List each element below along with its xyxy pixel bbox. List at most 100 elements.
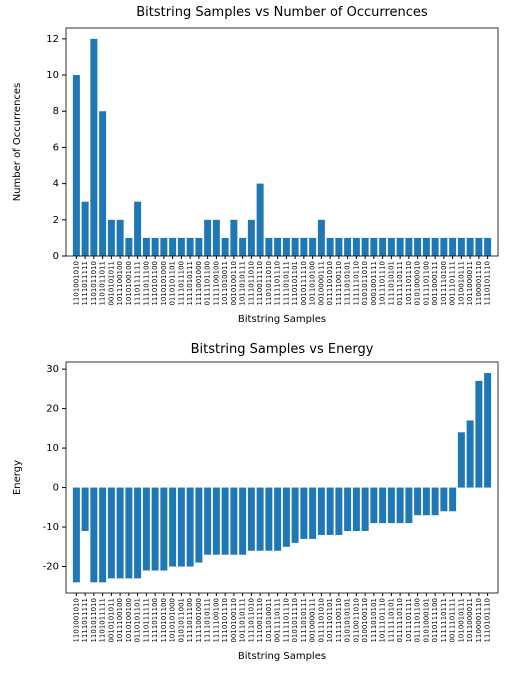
x-tick-label: 0110111100 [431, 598, 439, 643]
bar [422, 487, 430, 516]
bar [309, 487, 317, 539]
x-tick-label: 0010100110 [230, 261, 238, 306]
bar [344, 237, 352, 256]
x-tick-label: 1011010011 [265, 598, 273, 643]
bar [431, 487, 439, 516]
bar [282, 237, 290, 256]
x-tick-label: 1111010101 [370, 598, 378, 643]
x-tick-label: 1011110100 [440, 261, 448, 306]
bar [186, 237, 194, 256]
x-tick-label: 1111100110 [335, 598, 343, 643]
x-axis-label: Bitstring Samples [238, 651, 326, 662]
x-tick-label: 0101000010 [414, 261, 422, 306]
x-tick-label: 1111010101 [344, 261, 352, 306]
bar [142, 487, 150, 571]
x-tick-label: 1111011010 [247, 261, 255, 306]
bar [256, 487, 264, 551]
x-tick-label: 1111101110 [282, 598, 290, 643]
bar [440, 487, 448, 512]
bar [326, 487, 334, 535]
x-tick-label: 1111101110 [274, 261, 282, 306]
x-tick-label: 1110101110 [484, 261, 492, 306]
bar [344, 487, 352, 532]
bar [291, 237, 299, 256]
y-tick-label: 6 [53, 142, 59, 153]
bar [212, 219, 220, 256]
bar [160, 237, 168, 256]
x-tick-label: 1100001110 [475, 261, 483, 306]
bar [317, 219, 325, 256]
x-tick-label: 1011100100 [116, 261, 124, 306]
x-tick-label: 1011010100 [309, 261, 317, 306]
y-tick-label: 30 [46, 364, 59, 375]
bar [475, 237, 483, 256]
x-axis-label: Bitstring Samples [238, 314, 326, 325]
bar [169, 487, 177, 567]
bar [405, 237, 413, 256]
x-tick-label: 0011101111 [449, 261, 457, 306]
y-tick-label: 12 [46, 34, 59, 45]
x-tick-label: 1011100100 [116, 598, 124, 643]
bar [352, 487, 360, 532]
x-tick-label: 1101001010 [72, 261, 80, 306]
x-tick-label: 1101011011 [99, 261, 107, 306]
bar [72, 75, 80, 256]
bar [449, 237, 457, 256]
x-tick-label: 0101010101 [344, 598, 352, 643]
bar [309, 237, 317, 256]
bar [125, 487, 133, 579]
y-tick-label: 8 [53, 106, 59, 117]
x-tick-label: 1111110111 [440, 598, 448, 643]
bar [466, 237, 474, 256]
x-tick-label: 1111011010 [247, 598, 255, 643]
bar [212, 487, 220, 555]
x-tick-label: 1111011100 [142, 261, 150, 306]
x-tick-label: 1011000011 [466, 261, 474, 306]
bar [177, 237, 185, 256]
bar [134, 487, 142, 579]
bar [230, 487, 238, 555]
bar [440, 237, 448, 256]
x-tick-label: 1111011100 [186, 598, 194, 643]
bar [422, 237, 430, 256]
bar [90, 38, 98, 256]
x-tick-label: 0111101010 [317, 598, 325, 643]
bar [405, 487, 413, 524]
x-tick-label: 0111110110 [396, 598, 404, 643]
x-tick-label: 1011010111 [239, 598, 247, 643]
bar [274, 487, 282, 551]
x-tick-label: 1110101100 [151, 261, 159, 306]
bar [142, 237, 150, 256]
bar [475, 380, 483, 488]
x-tick-label: 1111010101 [387, 261, 395, 306]
x-tick-label: 0011000111 [431, 261, 439, 306]
bar [396, 487, 404, 524]
x-tick-label: 1010100100 [125, 598, 133, 643]
bar [256, 183, 264, 256]
bar [125, 237, 133, 256]
bar [265, 237, 273, 256]
plot-frame [65, 27, 499, 257]
bar [204, 487, 212, 555]
x-tick-label: 1101001010 [72, 598, 80, 643]
x-tick-label: 1111010111 [282, 261, 290, 306]
x-tick-label: 1010010111 [457, 261, 465, 306]
bar [99, 111, 107, 256]
x-tick-label: 1111110101 [387, 598, 395, 643]
x-tick-label: 0011110111 [274, 598, 282, 643]
x-tick-label: 1010101000 [160, 261, 168, 306]
x-tick-label: 0001001111 [370, 261, 378, 306]
bar [90, 487, 98, 583]
bar [387, 237, 395, 256]
bar [361, 487, 369, 532]
x-tick-label: 1101011010 [90, 598, 98, 643]
x-tick-label: 0101000101 [422, 598, 430, 643]
y-axis-label: Energy [12, 460, 23, 495]
x-tick-label: 0011101111 [449, 598, 457, 643]
bar [291, 487, 299, 543]
bar [116, 487, 124, 579]
x-tick-label: 1010101000 [169, 598, 177, 643]
bar [379, 237, 387, 256]
bar [414, 487, 422, 516]
bar [230, 219, 238, 256]
